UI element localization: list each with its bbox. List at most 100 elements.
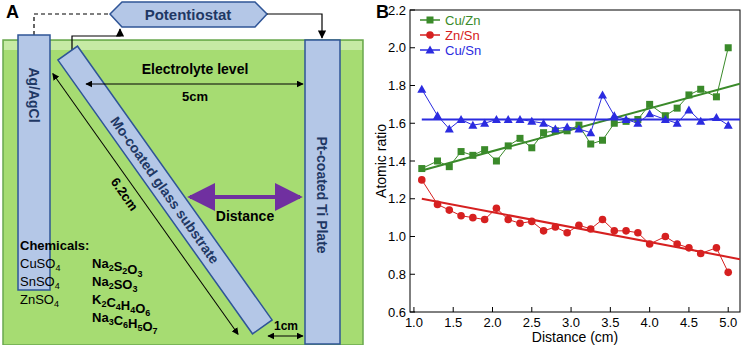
series-line — [422, 180, 728, 272]
data-point — [622, 115, 631, 123]
trend-line — [422, 84, 740, 171]
chemical: Na2SO3 — [92, 274, 137, 294]
data-point — [697, 250, 705, 258]
data-point — [673, 240, 681, 248]
x-tick — [649, 307, 650, 312]
reference-label: Ag/AgCl — [26, 67, 42, 122]
counter-label: Pt-coated Ti Plate — [314, 136, 330, 253]
text-part: 3 — [132, 284, 137, 294]
data-point — [586, 128, 595, 136]
counter-wire — [267, 14, 322, 38]
data-point — [646, 240, 654, 248]
data-point — [598, 90, 607, 98]
x-tick — [728, 307, 729, 312]
chemical: CuSO4 — [20, 256, 60, 273]
text-part: Na — [92, 274, 109, 289]
panel-a: APotentiostatAg/AgClPt-coated Ti PlateMo… — [3, 2, 363, 345]
x-tick — [413, 307, 414, 312]
text-part: 7 — [153, 326, 158, 336]
y-tick — [410, 198, 415, 199]
data-point — [551, 124, 560, 132]
data-point — [469, 214, 477, 222]
data-point — [724, 269, 732, 277]
y-tick-label: 1.6 — [388, 116, 406, 131]
data-point — [418, 176, 426, 184]
width-label: 5cm — [182, 89, 208, 104]
plot-frame — [410, 10, 740, 312]
x-tick — [571, 307, 572, 312]
text-part: 4 — [54, 299, 59, 309]
y-tick-label: 0.8 — [388, 267, 406, 282]
data-point — [468, 121, 477, 129]
panel-b: B1.01.52.02.53.03.54.04.55.00.60.81.01.2… — [373, 2, 740, 345]
y-tick — [410, 312, 415, 313]
data-point — [697, 86, 704, 93]
electrolyte-level-label: Electrolyte level — [142, 61, 249, 77]
data-point — [481, 216, 489, 224]
data-point — [574, 124, 583, 132]
data-point — [480, 119, 489, 127]
text-part: H — [121, 298, 130, 313]
text-part: Na — [92, 310, 109, 325]
data-point — [696, 117, 705, 125]
text-part: Na — [92, 256, 109, 271]
y-tick-label: 2.0 — [388, 40, 406, 55]
text-part: O — [135, 301, 145, 316]
data-point — [417, 85, 426, 93]
chemical: ZnSO4 — [20, 292, 59, 309]
text-part: H — [128, 316, 137, 331]
text-part: ZnSO — [20, 292, 54, 307]
data-point — [712, 113, 721, 121]
data-point — [552, 223, 560, 231]
data-point — [673, 119, 682, 127]
x-tick — [453, 307, 454, 312]
length-arrow — [53, 73, 238, 334]
x-tick — [688, 307, 689, 312]
legend-marker — [426, 46, 435, 54]
data-point — [661, 115, 670, 123]
y-tick-label: 1.8 — [388, 78, 406, 93]
data-point — [445, 206, 453, 214]
data-point — [662, 233, 670, 241]
data-point — [645, 109, 654, 117]
potentiostat-box — [110, 2, 267, 27]
y-tick-label: 2.2 — [388, 3, 406, 18]
data-point — [528, 218, 536, 226]
chemicals-title: Chemicals: — [20, 238, 89, 253]
data-point — [587, 225, 595, 233]
data-point — [539, 119, 548, 127]
data-point — [505, 142, 512, 149]
data-point — [622, 227, 630, 235]
x-axis-title: Distance (cm) — [532, 329, 618, 345]
panel-label: A — [6, 2, 19, 22]
y-tick — [410, 123, 415, 124]
data-point — [492, 115, 501, 123]
data-point — [527, 117, 536, 125]
electrolyte-tank — [3, 40, 363, 345]
y-tick — [410, 85, 415, 86]
substrate-label: Mo-coated glass substrate — [107, 113, 222, 266]
text-part: SnSO — [20, 274, 55, 289]
data-point — [493, 158, 500, 165]
distance-arrow — [190, 195, 300, 199]
text-part: CuSO — [20, 256, 55, 271]
x-tick-label: 1.0 — [405, 315, 423, 330]
chemical: SnSO4 — [20, 274, 60, 291]
data-point — [434, 201, 442, 209]
y-tick — [410, 47, 415, 48]
y-tick-label: 1.2 — [388, 191, 406, 206]
data-point — [599, 137, 606, 144]
text-part: S — [114, 259, 123, 274]
data-point — [610, 227, 618, 235]
x-tick-label: 2.0 — [483, 315, 501, 330]
distance-label: Distance — [216, 208, 275, 224]
data-point — [575, 221, 583, 229]
chemical: Na3C6H5O7 — [92, 310, 158, 336]
data-point — [469, 152, 476, 159]
x-tick — [531, 307, 532, 312]
data-point — [446, 163, 453, 170]
text-part: 4 — [55, 281, 60, 291]
y-axis-title: Atomic ratio — [373, 124, 389, 198]
data-point — [725, 44, 732, 51]
text-part: O — [127, 262, 137, 277]
